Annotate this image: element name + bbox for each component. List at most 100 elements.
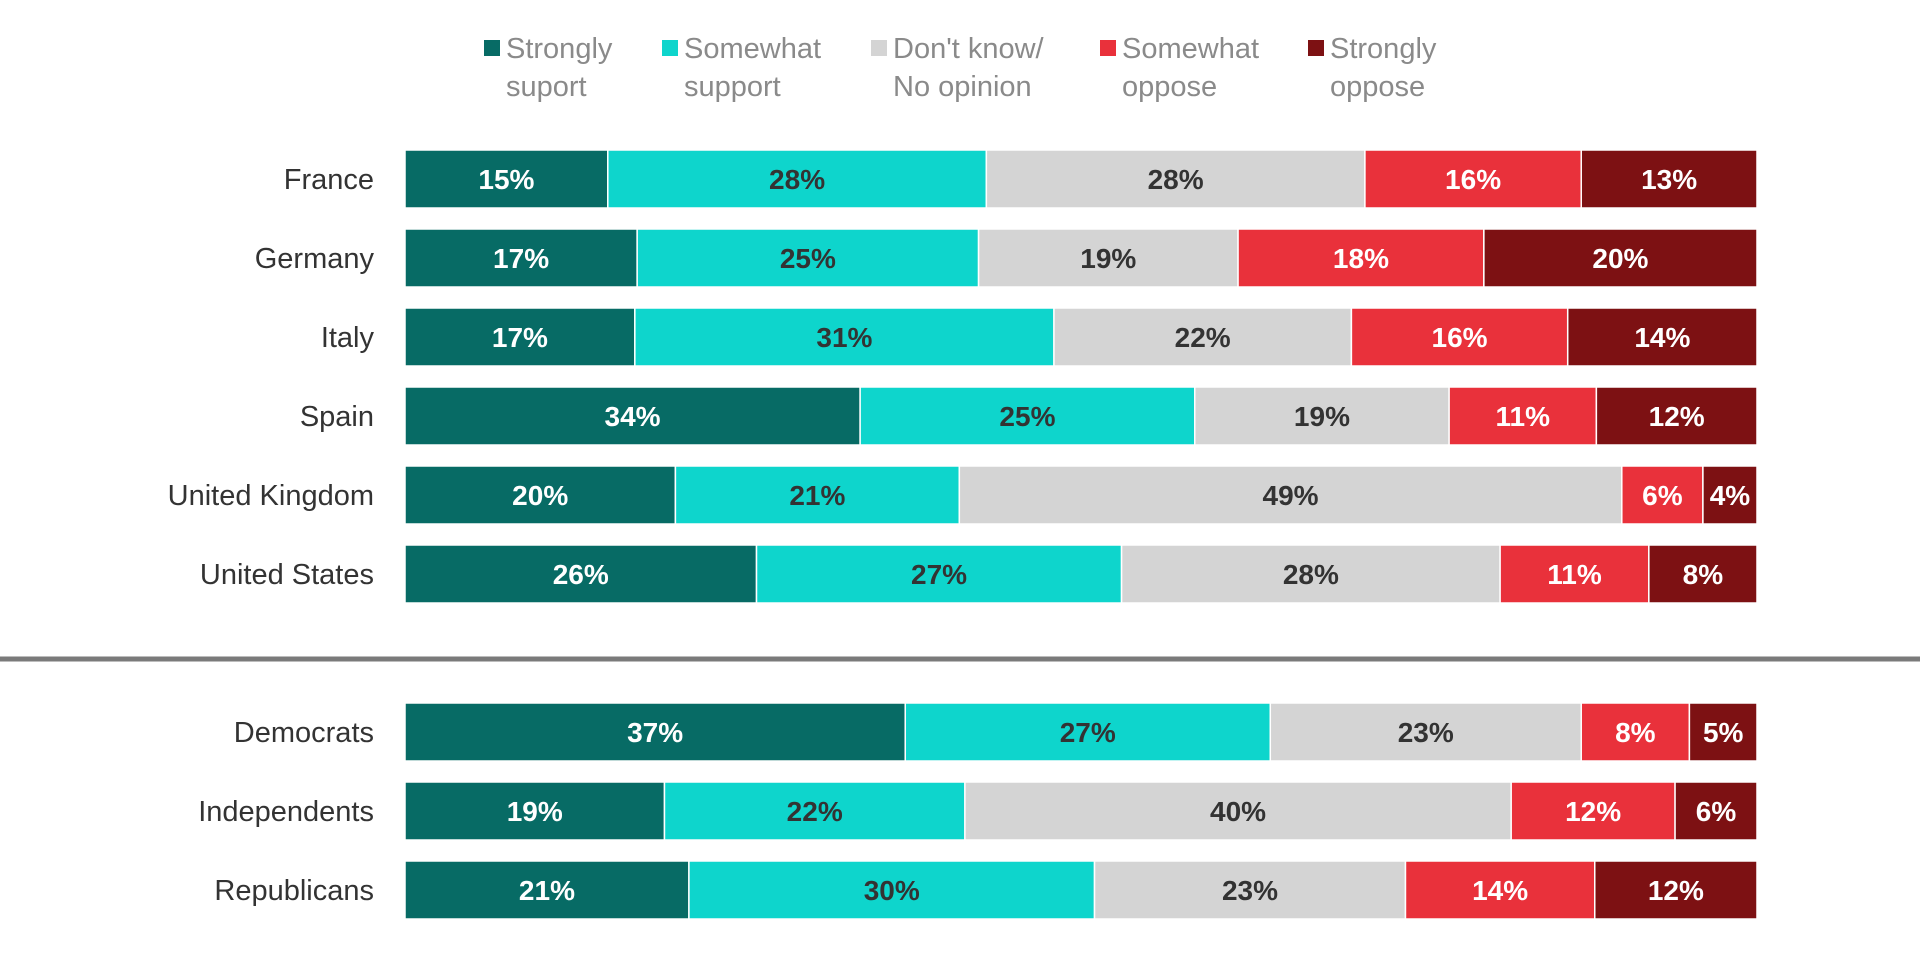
data-label: 28% xyxy=(1283,559,1339,590)
bar-segment xyxy=(404,465,677,525)
bar-segment xyxy=(1688,702,1758,762)
data-label: 19% xyxy=(1294,401,1350,432)
data-label: 6% xyxy=(1696,796,1737,827)
data-label: 5% xyxy=(1703,717,1744,748)
data-label: 8% xyxy=(1683,559,1724,590)
legend-label: Strongly xyxy=(506,33,613,65)
data-label: 13% xyxy=(1641,164,1697,195)
data-label: 19% xyxy=(507,796,563,827)
data-label: 11% xyxy=(1547,559,1602,590)
bar-row: Spain 34% 25% 19% 11% 12% xyxy=(300,386,1758,446)
data-label: 12% xyxy=(1565,796,1621,827)
bar-segment xyxy=(674,465,961,525)
bar-segment xyxy=(1595,386,1758,446)
bar-row: France 15% 28% 28% 16% 13% xyxy=(284,149,1758,209)
row-label: Independents xyxy=(198,796,374,828)
bar-segment xyxy=(404,702,906,762)
data-label: 37% xyxy=(627,717,683,748)
row-label: United Kingdom xyxy=(168,480,374,512)
legend-swatch xyxy=(662,40,678,56)
data-label: 23% xyxy=(1398,717,1454,748)
bar-row: Democrats 37% 27% 23% 8% 5% xyxy=(234,702,1758,762)
data-label: 27% xyxy=(911,559,967,590)
data-label: 15% xyxy=(478,164,534,195)
bar-segment xyxy=(1580,702,1691,762)
bar-row: United States 26% 27% 28% 11% 8% xyxy=(200,544,1758,604)
data-label: 49% xyxy=(1263,480,1319,511)
data-label: 19% xyxy=(1080,243,1136,274)
data-label: 16% xyxy=(1432,322,1488,353)
bar-segment xyxy=(985,149,1366,209)
data-label: 22% xyxy=(1175,322,1231,353)
bar-segment xyxy=(404,228,638,288)
data-label: 30% xyxy=(864,875,920,906)
bar-row: Germany 17% 25% 19% 18% 20% xyxy=(255,228,1758,288)
legend-label: Somewhat xyxy=(1122,33,1259,65)
legend-label: oppose xyxy=(1330,71,1425,103)
legend-label: Somewhat xyxy=(684,33,821,65)
data-label: 40% xyxy=(1210,796,1266,827)
bar-segment xyxy=(1194,386,1450,446)
bar-segment xyxy=(1594,860,1758,920)
data-label: 8% xyxy=(1615,717,1656,748)
bar-segment xyxy=(1483,228,1758,288)
bar-segment xyxy=(859,386,1196,446)
data-label: 4% xyxy=(1710,480,1751,511)
bar-row: Italy 17% 31% 22% 16% 14% xyxy=(321,307,1758,367)
data-label: 20% xyxy=(512,480,568,511)
chart-rows: France 15% 28% 28% 16% 13% Germany 17% 25% 19% 18%… xyxy=(168,149,1758,920)
bar-segment xyxy=(636,228,980,288)
legend-swatch xyxy=(1100,40,1116,56)
bar-segment xyxy=(964,781,1512,841)
bar-segment xyxy=(688,860,1096,920)
data-label: 20% xyxy=(1592,243,1648,274)
legend-label: No opinion xyxy=(893,71,1032,103)
data-label: 18% xyxy=(1333,243,1389,274)
data-label: 14% xyxy=(1634,322,1690,353)
bar-segment xyxy=(1053,307,1353,367)
data-label: 17% xyxy=(492,322,548,353)
data-label: 27% xyxy=(1060,717,1116,748)
data-label: 14% xyxy=(1472,875,1528,906)
data-label: 26% xyxy=(553,559,609,590)
data-label: 22% xyxy=(787,796,843,827)
chart-legend: Strongly suport Somewhat support Don't know/… xyxy=(484,33,1437,103)
bar-segment xyxy=(404,149,609,209)
data-label: 28% xyxy=(1148,164,1204,195)
bar-segment xyxy=(1648,544,1758,604)
bar-segment xyxy=(404,386,861,446)
data-label: 16% xyxy=(1445,164,1501,195)
data-label: 34% xyxy=(605,401,661,432)
data-label: 23% xyxy=(1222,875,1278,906)
bar-segment xyxy=(404,781,666,841)
row-label: France xyxy=(284,164,374,196)
bar-segment xyxy=(1350,307,1569,367)
row-label: Democrats xyxy=(234,717,374,749)
bar-segment xyxy=(404,860,690,920)
data-label: 12% xyxy=(1648,875,1704,906)
bar-segment xyxy=(1702,465,1758,525)
bar-row: United Kingdom 20% 21% 49% 6% 4% xyxy=(168,465,1758,525)
bar-row: Republicans 21% 30% 23% 14% 12% xyxy=(214,860,1758,920)
bar-segment xyxy=(1237,228,1485,288)
legend-label: Don't know/ xyxy=(893,33,1045,65)
bar-segment xyxy=(1448,386,1598,446)
legend-label: support xyxy=(684,71,781,103)
legend-label: suport xyxy=(506,71,587,103)
row-label: Italy xyxy=(321,322,375,354)
bar-segment xyxy=(663,781,966,841)
bar-segment xyxy=(607,149,988,209)
row-label: Germany xyxy=(255,243,375,275)
data-label: 25% xyxy=(780,243,836,274)
legend-label: Strongly xyxy=(1330,33,1437,65)
bar-row: Independents 19% 22% 40% 12% 6% xyxy=(198,781,1758,841)
bar-segment xyxy=(977,228,1239,288)
bar-segment xyxy=(1120,544,1501,604)
data-label: 31% xyxy=(816,322,872,353)
bar-segment xyxy=(1499,544,1650,604)
legend-swatch xyxy=(1308,40,1324,56)
data-label: 12% xyxy=(1649,401,1705,432)
data-label: 21% xyxy=(519,875,575,906)
bar-segment xyxy=(1510,781,1676,841)
